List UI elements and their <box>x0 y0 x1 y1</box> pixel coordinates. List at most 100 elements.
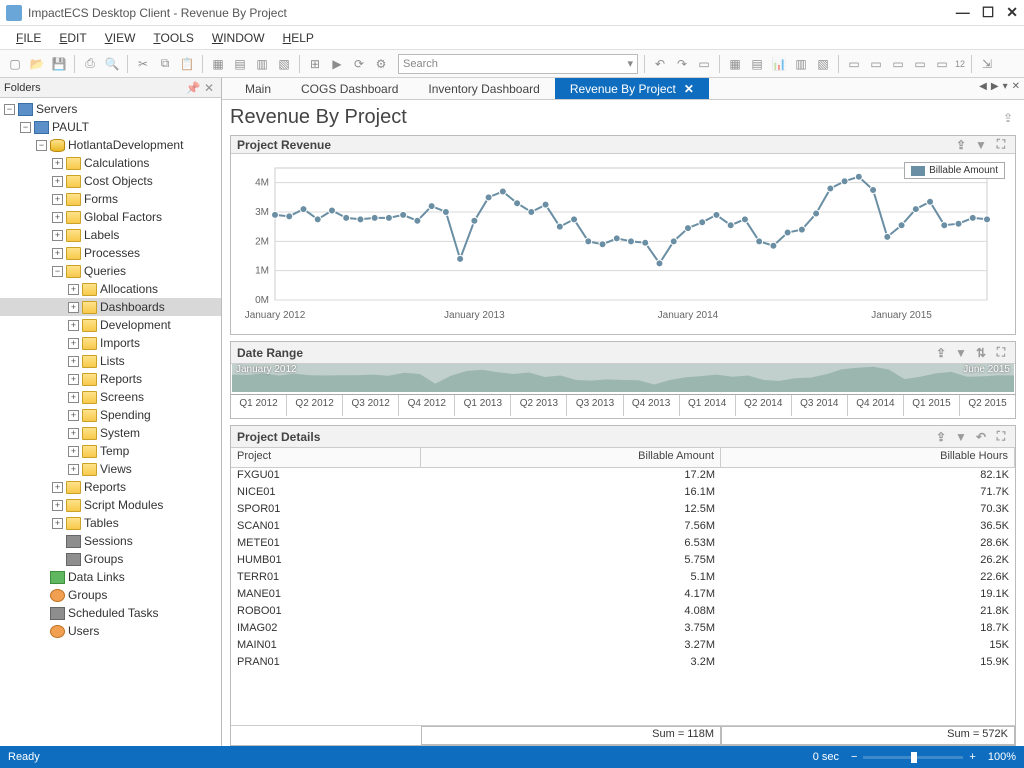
expander-icon[interactable]: + <box>68 410 79 421</box>
close-button[interactable]: ✕ <box>1006 4 1018 21</box>
tab[interactable]: Revenue By Project✕ <box>555 78 709 99</box>
minimize-button[interactable]: — <box>956 4 970 21</box>
tab-close-all-icon[interactable]: ✕ <box>1012 81 1020 92</box>
calc-icon[interactable]: ⊞ <box>306 55 324 73</box>
table-row[interactable]: TERR015.1M22.6K <box>231 570 1015 587</box>
tool3-icon[interactable]: ▥ <box>253 55 271 73</box>
table-row[interactable]: FXGU0117.2M82.1K <box>231 468 1015 485</box>
save-icon[interactable]: 💾 <box>50 55 68 73</box>
expander-icon[interactable]: + <box>52 176 63 187</box>
expander-icon[interactable]: + <box>52 482 63 493</box>
tree-node[interactable]: +Spending <box>0 406 221 424</box>
nav2-icon[interactable]: ↷ <box>673 55 691 73</box>
table-row[interactable]: PRAN013.2M15.9K <box>231 655 1015 672</box>
tree-node[interactable]: +Calculations <box>0 154 221 172</box>
expander-icon[interactable]: + <box>68 284 79 295</box>
grid2-icon[interactable]: ▤ <box>748 55 766 73</box>
table-row[interactable]: HUMB015.75M26.2K <box>231 553 1015 570</box>
tree-node[interactable]: Groups <box>0 586 221 604</box>
expander-icon[interactable]: + <box>52 248 63 259</box>
win3-icon[interactable]: ▭ <box>889 55 907 73</box>
tree-node[interactable]: −Queries <box>0 262 221 280</box>
nav1-icon[interactable]: ↶ <box>651 55 669 73</box>
tree-node[interactable]: +Imports <box>0 334 221 352</box>
grid1-icon[interactable]: ▦ <box>726 55 744 73</box>
expander-icon[interactable]: + <box>52 194 63 205</box>
copy-icon[interactable]: ⧉ <box>156 55 174 73</box>
expander-icon[interactable]: + <box>68 464 79 475</box>
tree-node[interactable]: +Processes <box>0 244 221 262</box>
details-undo-icon[interactable]: ↶ <box>973 429 989 445</box>
expander-icon[interactable]: + <box>68 302 79 313</box>
expander-icon[interactable]: − <box>52 266 63 277</box>
tree-node[interactable]: +Labels <box>0 226 221 244</box>
table-row[interactable]: IMAG023.75M18.7K <box>231 621 1015 638</box>
expander-icon[interactable] <box>36 590 47 601</box>
expander-icon[interactable]: + <box>68 446 79 457</box>
tree-node[interactable]: +Tables <box>0 514 221 532</box>
table-row[interactable]: SPOR0112.5M70.3K <box>231 502 1015 519</box>
table-row[interactable]: SCAN017.56M36.5K <box>231 519 1015 536</box>
expander-icon[interactable]: + <box>68 338 79 349</box>
tab[interactable]: COGS Dashboard <box>286 78 413 99</box>
win4-icon[interactable]: ▭ <box>911 55 929 73</box>
expander-icon[interactable]: + <box>52 212 63 223</box>
menu-file[interactable]: FILE <box>16 31 41 45</box>
expander-icon[interactable]: − <box>36 140 47 151</box>
tree-node[interactable]: +Temp <box>0 442 221 460</box>
tree-node[interactable]: +Development <box>0 316 221 334</box>
gear-icon[interactable]: ⚙ <box>372 55 390 73</box>
win2-icon[interactable]: ▭ <box>867 55 885 73</box>
chart-icon[interactable]: 📊 <box>770 55 788 73</box>
hide-icon[interactable]: ⇲ <box>978 55 996 73</box>
tree-node[interactable]: +Allocations <box>0 280 221 298</box>
panel-close-icon[interactable]: ✕ <box>201 80 217 96</box>
grid4-icon[interactable]: ▧ <box>814 55 832 73</box>
expander-icon[interactable]: + <box>52 500 63 511</box>
tab-close-icon[interactable]: ✕ <box>684 82 694 96</box>
expander-icon[interactable]: − <box>4 104 15 115</box>
range-expand-icon[interactable]: ⛶ <box>993 345 1009 361</box>
details-export-icon[interactable]: ⇪ <box>933 429 949 445</box>
zoom-out-icon[interactable]: − <box>851 751 857 763</box>
run-icon[interactable]: ▶ <box>328 55 346 73</box>
col-hours[interactable]: Billable Hours <box>721 448 1015 467</box>
tree-node[interactable]: Users <box>0 622 221 640</box>
tree-node[interactable]: +Dashboards <box>0 298 221 316</box>
range-filter-icon[interactable]: ▼ <box>953 345 969 361</box>
table-row[interactable]: MANE014.17M19.1K <box>231 587 1015 604</box>
expander-icon[interactable]: + <box>68 356 79 367</box>
details-filter-icon[interactable]: ▼ <box>953 429 969 445</box>
tab-next-icon[interactable]: ▶ <box>991 81 999 92</box>
zoom-in-icon[interactable]: + <box>969 751 975 763</box>
tree-node[interactable]: Scheduled Tasks <box>0 604 221 622</box>
tree-node[interactable]: +Cost Objects <box>0 172 221 190</box>
tab[interactable]: Main <box>230 78 286 99</box>
expander-icon[interactable]: + <box>68 374 79 385</box>
tree-node[interactable]: Groups <box>0 550 221 568</box>
expander-icon[interactable] <box>52 536 63 547</box>
tree-node[interactable]: +Forms <box>0 190 221 208</box>
tree-node[interactable]: −Servers <box>0 100 221 118</box>
tree-node[interactable]: −HotlantaDevelopment <box>0 136 221 154</box>
tab[interactable]: Inventory Dashboard <box>413 78 554 99</box>
paste-icon[interactable]: 📋 <box>178 55 196 73</box>
table-row[interactable]: ROBO014.08M21.8K <box>231 604 1015 621</box>
tree-node[interactable]: Data Links <box>0 568 221 586</box>
range-sort-icon[interactable]: ⇅ <box>973 345 989 361</box>
expander-icon[interactable]: + <box>68 392 79 403</box>
maximize-button[interactable]: ☐ <box>982 4 995 21</box>
chart-export-icon[interactable]: ⇪ <box>953 137 969 153</box>
tool2-icon[interactable]: ▤ <box>231 55 249 73</box>
nav3-icon[interactable]: ▭ <box>695 55 713 73</box>
expander-icon[interactable]: + <box>52 518 63 529</box>
tree-node[interactable]: +Reports <box>0 478 221 496</box>
expander-icon[interactable] <box>36 626 47 637</box>
tree-node[interactable]: +Views <box>0 460 221 478</box>
tree-node[interactable]: −PAULT <box>0 118 221 136</box>
expander-icon[interactable] <box>52 554 63 565</box>
chart-expand-icon[interactable]: ⛶ <box>993 137 1009 153</box>
tab-prev-icon[interactable]: ◀ <box>979 81 987 92</box>
zoom-slider[interactable] <box>863 756 963 759</box>
export-icon[interactable]: ⇪ <box>1000 110 1016 126</box>
